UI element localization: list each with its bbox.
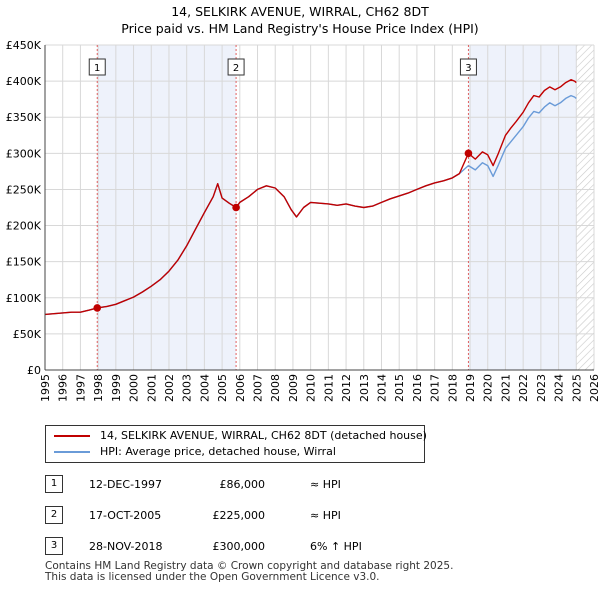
x-tick-label: 2003	[181, 374, 194, 402]
title-line-2: Price paid vs. HM Land Registry's House …	[121, 21, 479, 36]
x-tick-label: 2001	[145, 374, 158, 402]
sale-marker-label: 1	[94, 63, 100, 74]
x-tick-label: 2016	[411, 374, 424, 402]
price-chart: 1 2 3 £0 £50K £100K £150K £200K £250K £300K £350K…	[6, 39, 600, 402]
x-tick-label: 1995	[39, 374, 52, 402]
transaction-hpi: 6% ↑ HPI	[310, 540, 362, 553]
x-tick-label: 2007	[252, 374, 265, 402]
transaction-price: £225,000	[212, 509, 266, 522]
footer-line-2: This data is licensed under the Open Gov…	[45, 571, 380, 583]
sale-point	[93, 304, 102, 312]
legend-swatch-hpi	[54, 451, 90, 453]
legend-item-hpi: HPI: Average price, detached house, Wirr…	[54, 444, 414, 460]
x-tick-label: 2002	[163, 374, 176, 402]
chart-title: 14, SELKIRK AVENUE, WIRRAL, CH62 8DT Pri…	[0, 3, 600, 37]
y-tick-label: £250K	[6, 183, 42, 196]
x-tick-label: 2012	[340, 374, 353, 402]
sale-marker-label: 2	[233, 63, 239, 74]
x-tick-label: 2020	[482, 374, 495, 402]
sale-marker-box	[459, 58, 477, 76]
x-tick-label: 2022	[517, 374, 530, 402]
transaction-number: 1	[45, 475, 63, 493]
legend-swatch-property	[54, 435, 90, 437]
transaction-number: 2	[45, 506, 63, 524]
transaction-row: 3 28-NOV-2018 £300,000 6% ↑ HPI	[45, 537, 445, 555]
sale-point	[464, 149, 473, 158]
x-tick-label: 2000	[128, 374, 141, 402]
property-price-line	[45, 78, 577, 316]
y-tick-label: £200K	[6, 220, 42, 233]
transaction-date: 28-NOV-2018	[89, 540, 163, 553]
sale-marker-box	[227, 58, 245, 76]
x-tick-label: 2019	[464, 374, 477, 402]
legend: 14, SELKIRK AVENUE, WIRRAL, CH62 8DT (de…	[45, 425, 427, 463]
y-tick-label: £50K	[13, 328, 42, 341]
x-tick-label: 2011	[322, 374, 335, 402]
x-tick-label: 2023	[535, 374, 548, 402]
x-tick-label: 2018	[446, 374, 459, 402]
transaction-hpi: ≈ HPI	[310, 478, 341, 491]
sale-marker-label: 3	[465, 63, 471, 74]
x-tick-label: 2015	[393, 374, 406, 402]
transaction-row: 1 12-DEC-1997 £86,000 ≈ HPI	[45, 475, 445, 493]
footer: Contains HM Land Registry data © Crown c…	[45, 561, 453, 583]
x-tick-label: 2021	[499, 374, 512, 402]
ownership-shade	[97, 45, 237, 370]
y-tick-label: £450K	[6, 39, 42, 52]
sale-point	[232, 203, 240, 212]
transaction-row: 2 17-OCT-2005 £225,000 ≈ HPI	[45, 506, 445, 524]
legend-label-property: 14, SELKIRK AVENUE, WIRRAL, CH62 8DT (de…	[100, 429, 427, 442]
footer-line-1: Contains HM Land Registry data © Crown c…	[45, 560, 454, 572]
x-tick-label: 1997	[74, 374, 87, 402]
ownership-shade	[468, 45, 577, 370]
x-tick-label: 2024	[553, 374, 566, 402]
x-tick-label: 2010	[305, 374, 318, 402]
x-tick-label: 1996	[57, 374, 70, 402]
transaction-number: 3	[45, 537, 63, 555]
x-tick-label: 2004	[198, 374, 211, 402]
y-tick-label: £150K	[6, 256, 42, 269]
transaction-date: 12-DEC-1997	[89, 478, 163, 491]
forecast-hatch	[576, 45, 594, 370]
legend-label-hpi: HPI: Average price, detached house, Wirr…	[100, 445, 336, 458]
x-tick-label: 1998	[92, 374, 105, 402]
transaction-hpi: ≈ HPI	[310, 509, 341, 522]
x-tick-label: 2008	[269, 374, 282, 402]
x-tick-label: 2014	[375, 374, 388, 402]
y-tick-label: £350K	[6, 111, 42, 124]
transaction-price: £300,000	[212, 540, 266, 553]
x-tick-label: 2006	[234, 374, 247, 402]
y-tick-label: £0	[27, 364, 41, 377]
x-tick-label: 2013	[358, 374, 371, 402]
title-line-1: 14, SELKIRK AVENUE, WIRRAL, CH62 8DT	[171, 4, 429, 19]
y-tick-label: £100K	[6, 292, 42, 305]
transaction-date: 17-OCT-2005	[89, 509, 162, 522]
x-tick-label: 2025	[570, 374, 583, 402]
legend-item-property: 14, SELKIRK AVENUE, WIRRAL, CH62 8DT (de…	[54, 428, 427, 444]
y-tick-label: £300K	[6, 147, 42, 160]
y-tick-label: £400K	[6, 75, 42, 88]
x-tick-label: 2026	[588, 374, 600, 402]
transaction-price: £86,000	[219, 478, 266, 491]
x-tick-label: 2009	[287, 374, 300, 402]
x-tick-label: 1999	[110, 374, 123, 402]
x-tick-label: 2017	[429, 374, 442, 402]
x-tick-label: 2005	[216, 374, 229, 402]
sale-marker-box	[88, 58, 106, 76]
